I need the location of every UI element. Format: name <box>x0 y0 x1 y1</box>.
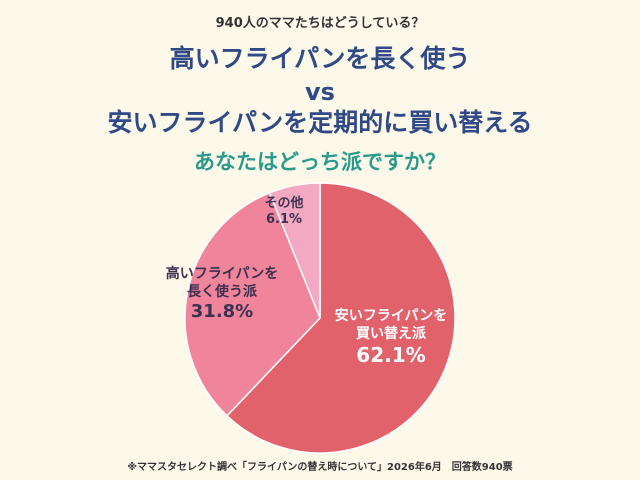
title-vs: vs <box>305 78 335 106</box>
slice-label-cheap-line2: 買い替え派 <box>356 325 426 342</box>
slice-label-expensive-line1: 高いフライパンを <box>165 266 279 282</box>
title-line-2: 安いフライパンを定期的に買い替える <box>107 108 533 137</box>
question-text: あなたはどっち派ですか？ <box>194 150 446 174</box>
slice-label-expensive-line2: 長く使う派 <box>187 283 257 300</box>
pie-slice-other <box>268 182 321 319</box>
slice-label-cheap: 安いフライパンを 買い替え派 62.1% <box>306 308 476 368</box>
pie-slice-expensive <box>184 191 321 417</box>
slice-label-cheap-line1: 安いフライパンを <box>334 308 448 324</box>
pie-slice-cheap <box>225 182 456 454</box>
slice-label-expensive: 高いフライパンを 長く使う派 31.8% <box>152 266 292 324</box>
survey-subtitle: 940人のママたちはどうしている？ <box>215 16 425 31</box>
slice-value-cheap: 62.1% <box>356 343 426 367</box>
slice-value-other: 6.1% <box>265 212 303 228</box>
title-line-1: 高いフライパンを長く使う <box>169 44 471 73</box>
source-footer: ※ママスタセレクト調べ「フライパンの替え時について」2026年6月 回答数940… <box>127 462 513 473</box>
slice-label-other-line1: その他 <box>264 196 304 211</box>
slice-value-expensive: 31.8% <box>190 301 254 322</box>
slice-label-other: その他 6.1% <box>254 196 314 229</box>
